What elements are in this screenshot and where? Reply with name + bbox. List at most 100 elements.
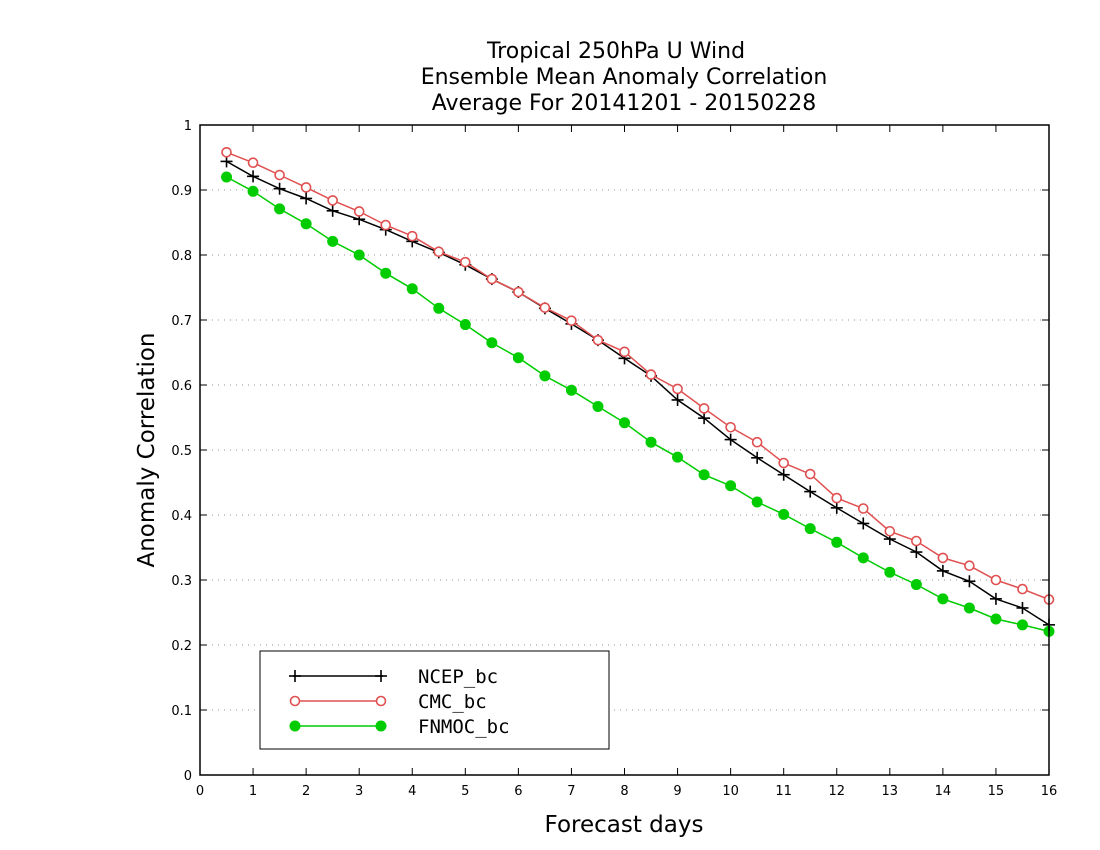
data-point-cmc-bc	[990, 574, 1002, 586]
plot-frame	[199, 124, 1050, 776]
x-tick-label: 11	[775, 784, 792, 799]
data-point-cmc-bc	[513, 286, 524, 298]
axis-ticks: 00.10.20.30.40.50.60.70.80.910 1 2 3 4 5 6 7 8 9 1…	[171, 119, 1057, 799]
y-tick-label: 0.7	[171, 314, 192, 329]
data-point-fnmoc-bc	[884, 566, 896, 578]
data-point-cmc-bc	[380, 219, 392, 231]
x-tick-label: 9	[673, 784, 681, 799]
y-tick-label: 0.9	[171, 184, 192, 199]
y-tick-label: 0.6	[171, 379, 192, 394]
data-point-cmc-bc	[539, 302, 551, 313]
data-point-fnmoc-bc	[990, 613, 1002, 625]
data-point-cmc-bc	[566, 315, 577, 326]
data-point-cmc-bc	[300, 182, 312, 193]
data-point-cmc-bc	[353, 206, 365, 217]
data-point-fnmoc-bc	[565, 384, 577, 396]
y-tick-label: 0.1	[171, 704, 192, 719]
data-point-fnmoc-bc	[963, 602, 975, 614]
data-point-ncep-bc	[989, 592, 1002, 605]
data-point-fnmoc-bc	[539, 370, 551, 382]
x-tick-label: 4	[408, 784, 416, 799]
legend-label-fnmoc-bc: FNMOC_bc	[418, 716, 510, 738]
data-point-fnmoc-bc	[433, 302, 445, 314]
data-point-cmc-bc	[619, 346, 630, 358]
data-point-cmc-bc	[911, 535, 922, 547]
legend-marker	[375, 670, 387, 682]
data-point-fnmoc-bc	[645, 436, 657, 448]
data-point-fnmoc-bc	[300, 218, 312, 230]
data-point-cmc-bc	[406, 230, 418, 242]
data-point-fnmoc-bc	[353, 249, 365, 261]
data-point-cmc-bc	[884, 525, 896, 537]
data-point-fnmoc-bc	[592, 400, 604, 412]
y-tick-label: 0.4	[171, 509, 192, 524]
data-point-cmc-bc	[857, 503, 869, 514]
x-axis-label: Forecast days	[545, 812, 704, 838]
x-tick-label: 0	[196, 784, 204, 799]
data-point-cmc-bc	[672, 383, 683, 395]
data-point-cmc-bc	[486, 273, 498, 285]
data-point-fnmoc-bc	[380, 267, 392, 279]
legend-box	[259, 650, 610, 750]
series-line-ncep-bc	[226, 160, 1050, 626]
data-point-fnmoc-bc	[1016, 619, 1028, 631]
data-point-fnmoc-bc	[406, 283, 418, 295]
data-point-cmc-bc	[937, 552, 949, 564]
data-point-fnmoc-bc	[221, 171, 233, 183]
x-tick-label: 6	[514, 784, 522, 799]
data-point-fnmoc-bc	[486, 337, 498, 349]
data-point-ncep-bc	[326, 204, 339, 217]
x-tick-label: 13	[882, 784, 899, 799]
x-tick-label: 5	[461, 784, 469, 799]
data-point-ncep-bc	[1016, 601, 1029, 614]
y-tick-label: 1	[184, 119, 192, 134]
data-point-ncep-bc	[804, 485, 817, 498]
y-axis-label: Anomaly Correlation	[134, 332, 160, 567]
x-tick-label: 15	[988, 784, 1005, 799]
data-point-fnmoc-bc	[751, 496, 763, 508]
data-point-ncep-bc	[777, 468, 790, 481]
y-tick-label: 0.5	[171, 444, 192, 459]
data-point-ncep-bc	[698, 412, 711, 425]
data-point-fnmoc-bc	[698, 469, 710, 481]
data-point-cmc-bc	[221, 147, 232, 158]
legend-marker	[289, 695, 301, 707]
data-point-fnmoc-bc	[778, 508, 790, 520]
data-point-ncep-bc	[247, 170, 260, 183]
data-point-ncep-bc	[300, 192, 313, 205]
legend-label-ncep-bc: NCEP_bc	[418, 666, 498, 688]
legend-label-cmc-bc: CMC_bc	[418, 691, 487, 713]
data-point-cmc-bc	[1017, 583, 1028, 595]
chart-title-line-2: Ensemble Mean Anomaly Correlation	[421, 65, 828, 90]
data-point-cmc-bc	[831, 492, 843, 504]
x-tick-label: 1	[249, 784, 257, 799]
data-point-fnmoc-bc	[327, 235, 339, 247]
data-point-cmc-bc	[778, 457, 789, 469]
x-tick-label: 3	[355, 784, 363, 799]
x-tick-label: 10	[722, 784, 739, 799]
legend: NCEP_bc CMC_bc FNMOC_bc	[259, 650, 610, 750]
data-point-cmc-bc	[725, 421, 736, 433]
data-point-ncep-bc	[671, 393, 684, 406]
data-point-cmc-bc	[327, 195, 338, 206]
chart-title-line-3: Average For 20141201 - 20150228	[432, 91, 817, 116]
data-point-fnmoc-bc	[672, 451, 684, 463]
y-tick-label: 0.2	[171, 639, 192, 654]
series-fnmoc-bc	[221, 171, 1055, 637]
data-point-ncep-bc	[857, 517, 870, 530]
data-point-fnmoc-bc	[274, 203, 286, 215]
series-line-cmc-bc	[226, 151, 1050, 601]
legend-item-fnmoc-bc: FNMOC_bc	[289, 716, 510, 738]
data-point-cmc-bc	[964, 560, 975, 572]
data-point-fnmoc-bc	[619, 417, 630, 429]
chart-title-line-1: Tropical 250hPa U Wind	[486, 39, 745, 64]
data-point-ncep-bc	[273, 182, 286, 195]
y-tick-label: 0	[184, 769, 192, 784]
data-point-fnmoc-bc	[459, 319, 471, 331]
x-tick-label: 16	[1041, 784, 1058, 799]
data-point-fnmoc-bc	[512, 352, 524, 364]
data-point-cmc-bc	[698, 403, 710, 414]
x-tick-label: 2	[302, 784, 310, 799]
legend-marker	[289, 720, 301, 732]
